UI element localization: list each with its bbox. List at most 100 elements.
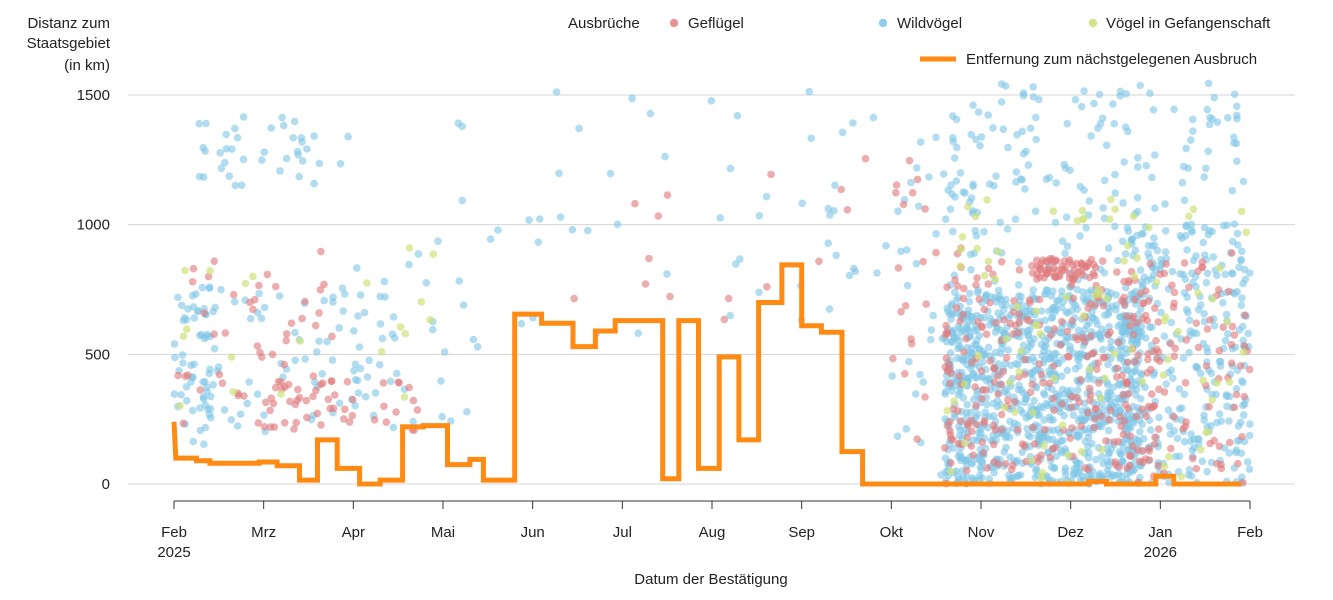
point-wild-birds [606, 169, 615, 178]
point-wild-birds [203, 330, 212, 339]
point-wild-birds [1137, 278, 1146, 286]
point-poultry [1232, 390, 1241, 399]
point-poultry [196, 386, 204, 394]
point-poultry [1192, 464, 1201, 473]
point-captive-birds [400, 393, 409, 401]
point-wild-birds [994, 309, 1002, 317]
point-wild-birds [525, 216, 533, 224]
point-wild-birds [344, 132, 352, 141]
x-tick-label-mai-3: Mai [431, 524, 455, 541]
point-wild-birds [1074, 356, 1082, 364]
point-wild-birds [202, 119, 210, 128]
point-captive-birds [1129, 212, 1138, 221]
point-poultry [897, 308, 905, 316]
point-wild-birds [190, 360, 198, 369]
point-wild-birds [838, 128, 847, 137]
y-axis-label-line-3: (in km) [64, 57, 110, 74]
point-poultry [1120, 277, 1128, 286]
point-captive-birds [1040, 441, 1048, 450]
point-wild-birds [1118, 237, 1127, 246]
point-wild-birds [1104, 310, 1112, 319]
point-poultry [982, 386, 990, 394]
point-poultry [1045, 379, 1054, 388]
point-wild-birds [1052, 452, 1061, 461]
scatter-points [170, 79, 1254, 488]
point-poultry [1227, 359, 1236, 368]
point-wild-birds [634, 329, 642, 338]
point-wild-birds [1146, 89, 1154, 97]
point-wild-birds [984, 343, 993, 352]
point-poultry [1126, 452, 1135, 461]
y-tick-label-0: 0 [102, 476, 110, 493]
point-wild-birds [929, 311, 937, 320]
point-wild-birds [315, 337, 323, 346]
point-poultry [913, 435, 921, 443]
point-wild-birds [391, 334, 399, 342]
point-wild-birds [253, 390, 262, 399]
point-wild-birds [1203, 467, 1211, 476]
point-wild-birds [1049, 416, 1057, 424]
point-poultry [303, 413, 311, 422]
point-poultry [1067, 281, 1076, 290]
point-wild-birds [459, 301, 468, 309]
point-poultry [932, 248, 940, 257]
point-wild-birds [1054, 296, 1062, 305]
point-poultry [1084, 465, 1093, 474]
point-wild-birds [1221, 336, 1230, 345]
point-poultry [861, 154, 870, 163]
point-captive-birds [1064, 451, 1072, 460]
point-wild-birds [422, 279, 431, 287]
point-wild-birds [1104, 426, 1113, 435]
point-captive-birds [1216, 264, 1224, 272]
point-wild-birds [1237, 256, 1245, 265]
point-wild-birds [953, 143, 961, 152]
point-wild-birds [206, 404, 215, 413]
point-wild-birds [1157, 308, 1165, 317]
point-captive-birds [1078, 206, 1087, 215]
point-wild-birds [1014, 281, 1023, 289]
point-poultry [980, 305, 989, 314]
point-poultry [1150, 347, 1158, 356]
point-wild-birds [1173, 434, 1182, 443]
point-wild-birds [893, 432, 902, 441]
point-poultry [1150, 440, 1159, 448]
point-poultry [1009, 308, 1018, 316]
point-wild-birds [1184, 164, 1192, 172]
x-tick-label-feb-0: Feb [161, 524, 187, 541]
point-poultry [246, 298, 254, 307]
point-wild-birds [534, 238, 543, 246]
point-wild-birds [1011, 215, 1020, 223]
point-captive-birds [227, 353, 236, 361]
point-wild-birds [1007, 361, 1015, 370]
point-wild-birds [353, 264, 361, 272]
point-poultry [1194, 343, 1203, 352]
point-wild-birds [1222, 392, 1231, 401]
point-wild-birds [1240, 411, 1248, 419]
point-wild-birds [1210, 322, 1219, 330]
point-poultry [380, 402, 388, 411]
point-poultry [256, 348, 264, 357]
point-wild-birds [849, 119, 857, 127]
point-wild-birds [1084, 442, 1092, 451]
point-poultry [1198, 258, 1206, 266]
point-captive-birds [1085, 365, 1094, 374]
point-poultry [1130, 295, 1139, 304]
point-poultry [1050, 406, 1058, 415]
point-wild-birds [1124, 366, 1132, 375]
point-wild-birds [1237, 301, 1246, 310]
point-wild-birds [1075, 465, 1084, 474]
point-poultry [1094, 359, 1102, 367]
point-wild-birds [355, 343, 364, 351]
point-wild-birds [1104, 244, 1113, 252]
point-poultry [767, 170, 775, 179]
point-wild-birds [956, 388, 964, 396]
point-captive-birds [964, 202, 972, 211]
x-tick-label-feb-12: Feb [1237, 524, 1263, 541]
point-wild-birds [1202, 164, 1210, 173]
point-wild-birds [199, 173, 208, 181]
point-wild-birds [1167, 318, 1176, 327]
point-captive-birds [1197, 446, 1205, 454]
point-poultry [1028, 380, 1036, 389]
point-wild-birds [1189, 127, 1197, 135]
point-wild-birds [200, 395, 208, 403]
